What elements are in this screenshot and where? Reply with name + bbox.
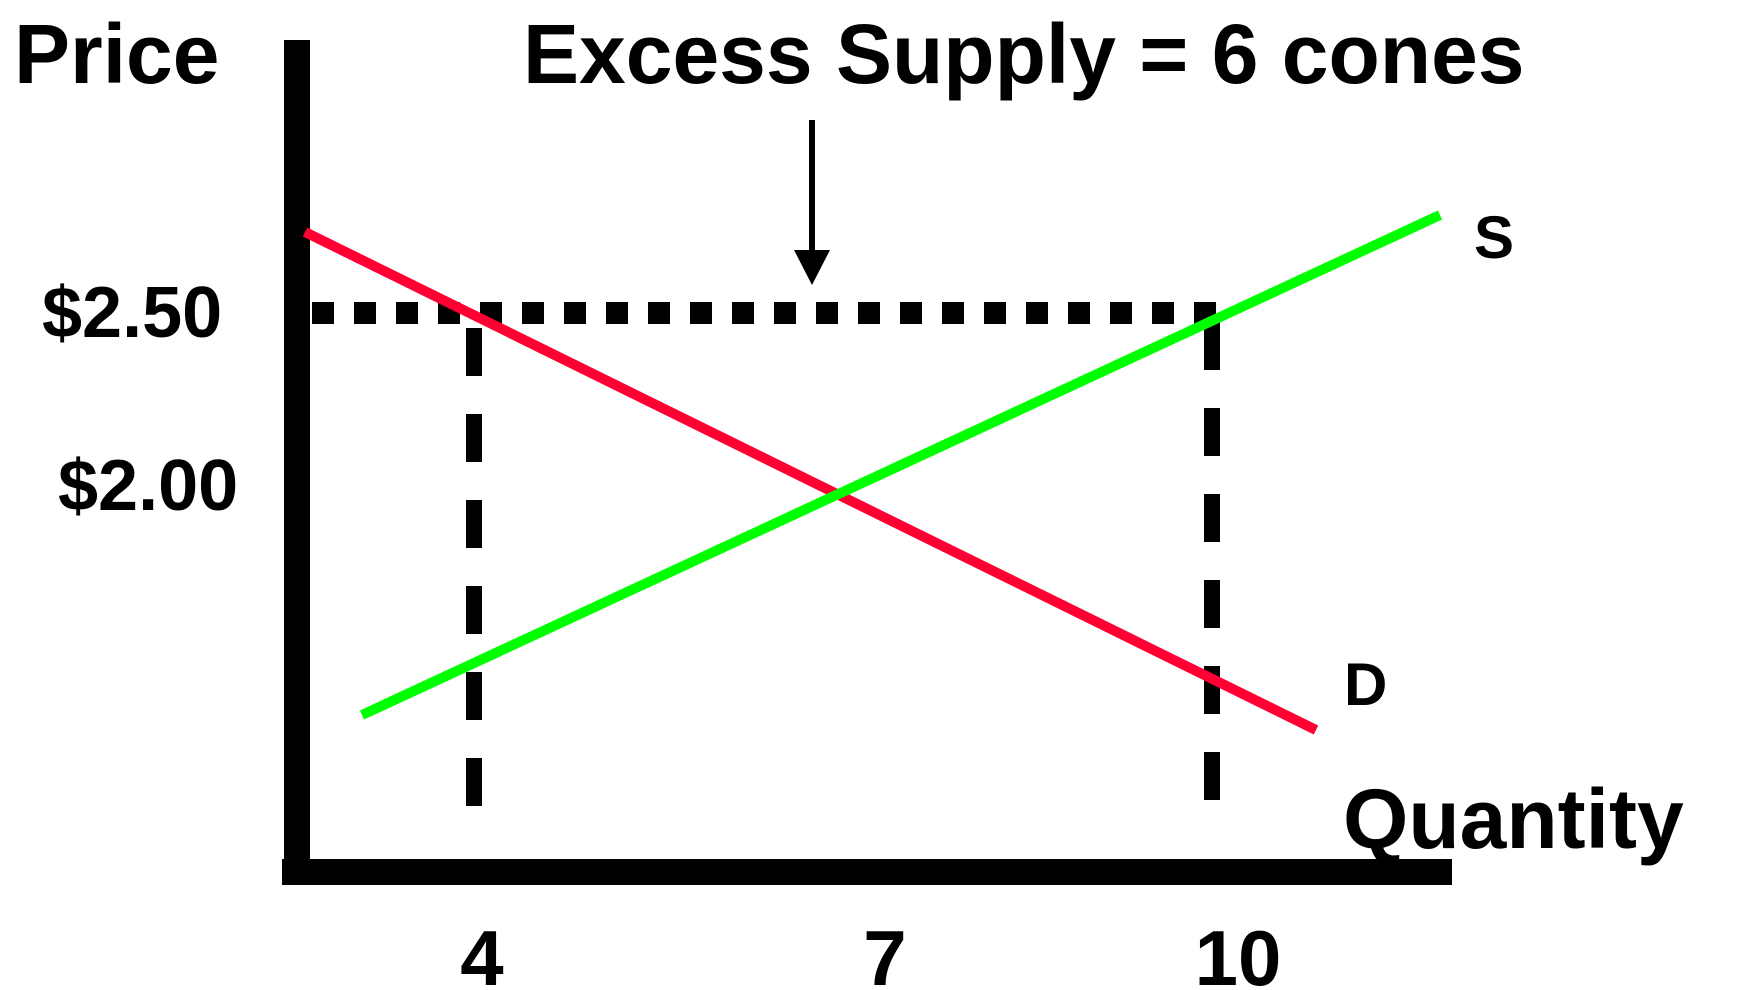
price-label-2-50: $2.50 xyxy=(42,273,222,353)
quantity-tick-label-10: 10 xyxy=(1195,914,1282,990)
quantity-tick-label-7: 7 xyxy=(863,914,906,990)
demand-curve-label: D xyxy=(1344,651,1387,718)
quantity-tick-label-4: 4 xyxy=(460,914,503,990)
x-axis-label: Quantity xyxy=(1343,772,1684,866)
y-axis-label: Price xyxy=(14,7,220,101)
excess-supply-arrow-head xyxy=(794,250,830,285)
price-label-2-00: $2.00 xyxy=(58,446,238,526)
demand-curve xyxy=(302,227,1319,735)
diagram-title: Excess Supply = 6 cones xyxy=(523,7,1525,101)
supply-curve xyxy=(359,210,1443,720)
supply-curve-label: S xyxy=(1474,204,1514,271)
